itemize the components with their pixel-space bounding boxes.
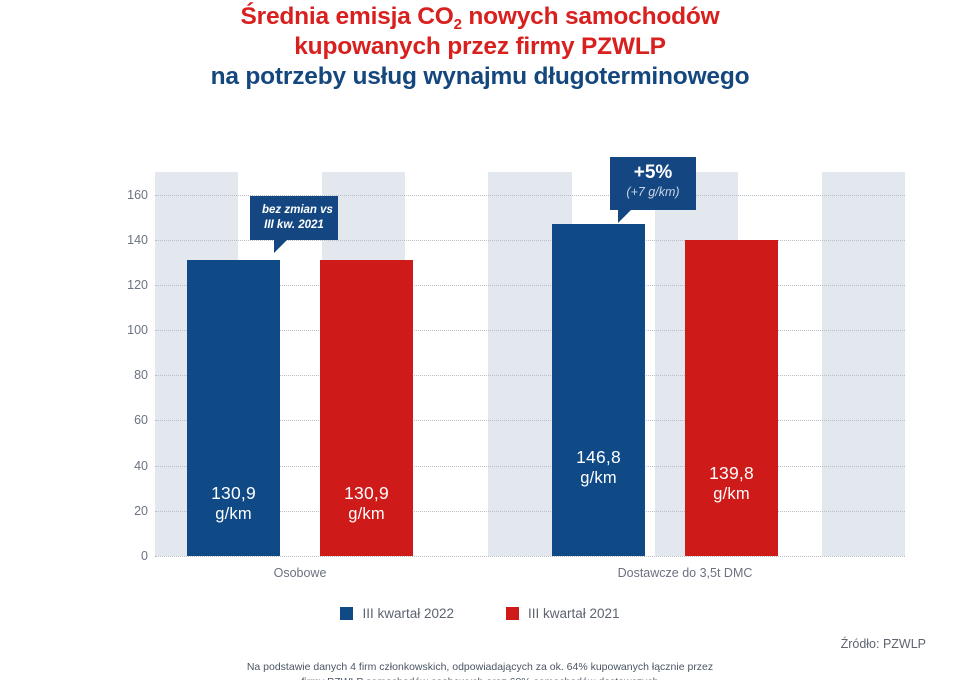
title-line-2: kupowanych przez firmy PZWLP — [294, 32, 666, 60]
annotation-callout-no-change: bez zmian vs III kw. 2021 — [250, 196, 338, 254]
bar-value-number: 139,8 — [709, 463, 754, 484]
bar-value-label: 130,9 g/km — [187, 484, 280, 523]
page-title: Średnia emisja CO2 nowych samochodów kup… — [0, 2, 960, 92]
bar-dostawcze-do-3-5t-dmc-q3-2021[interactable]: 139,8 g/km — [685, 240, 778, 556]
y-axis-tick-label: 20 — [134, 503, 148, 518]
bar-osobowe-q3-2022[interactable]: 130,9 g/km — [187, 260, 280, 556]
bar-osobowe-q3-2021[interactable]: 130,9 g/km — [320, 260, 413, 556]
bar-dostawcze-do-3-5t-dmc-q3-2022[interactable]: 146,8 g/km — [552, 224, 645, 556]
title-line-1-pre: Średnia emisja CO — [240, 3, 454, 30]
y-axis-tick-label: 0 — [141, 549, 148, 563]
bar-value-number: 130,9 — [344, 483, 389, 504]
gridline — [155, 556, 905, 557]
callout-2-tail — [618, 209, 631, 223]
bar-value-unit: g/km — [348, 504, 385, 523]
bar-value-unit: g/km — [713, 484, 750, 503]
bar-value-unit: g/km — [580, 469, 617, 487]
annotation-callout-increase: +5% (+7 g/km) — [610, 157, 696, 223]
source-label: Źródło: PZWLP — [840, 637, 926, 651]
gridline — [155, 284, 905, 286]
bar-value-number: 130,9 — [211, 483, 256, 504]
category-label-dostawcze: Dostawcze do 3,5t DMC — [617, 566, 753, 580]
y-axis: 0 20 40 60 80 100 120 140 160 — [100, 172, 148, 563]
legend-item-q3-2021[interactable]: III kwartał 2021 — [506, 606, 620, 621]
bar-value-number: 146,8 — [576, 447, 621, 468]
gridline — [155, 239, 905, 241]
callout-2-delta: (+7 g/km) — [626, 184, 680, 199]
footnote-line-2: firmy PZWLP samochodów osobowych oraz 68… — [0, 675, 960, 680]
y-axis-tick-label: 160 — [127, 187, 148, 202]
title-co2-subscript: 2 — [453, 16, 462, 33]
callout-1-tail — [274, 240, 287, 254]
bar-value-label: 130,9 g/km — [320, 484, 413, 523]
plot-area: 130,9 g/km 130,9 g/km 146,8 g/km 139,8 g/km — [155, 172, 905, 557]
footnote-line-1: Na podstawie danych 4 firm członkowskich… — [246, 661, 714, 673]
callout-2-percent: +5% — [633, 162, 673, 183]
title-line-1-post: nowych samochodów — [461, 3, 720, 30]
y-axis-tick-label: 140 — [127, 232, 148, 247]
y-axis-tick-label: 60 — [134, 413, 148, 428]
title-line-1: Średnia emisja CO2 nowych samochodów — [0, 2, 960, 33]
gridline — [155, 330, 905, 332]
callout-1-line-1: bez zmian vs — [262, 204, 333, 216]
gridline — [155, 465, 905, 467]
chart-legend: III kwartał 2022 III kwartał 2021 — [0, 606, 960, 621]
bar-value-unit: g/km — [215, 504, 252, 523]
gridline — [155, 420, 905, 422]
gridline — [155, 375, 905, 377]
bar-value-label: 146,8 g/km — [552, 448, 645, 487]
legend-swatch — [340, 607, 354, 620]
legend-label: III kwartał 2022 — [362, 606, 454, 621]
gridline — [155, 510, 905, 512]
y-axis-tick-label: 120 — [127, 277, 148, 292]
y-axis-tick-label: 40 — [134, 458, 148, 473]
callout-1-line-2: III kw. 2021 — [264, 218, 324, 231]
legend-label: III kwartał 2021 — [528, 606, 620, 621]
background-band — [821, 172, 905, 556]
y-axis-tick-label: 80 — [134, 368, 148, 383]
footnote: Na podstawie danych 4 firm członkowskich… — [0, 660, 960, 680]
y-axis-tick-label: 100 — [127, 323, 148, 338]
legend-swatch — [506, 607, 519, 620]
legend-item-q3-2022[interactable]: III kwartał 2022 — [340, 606, 454, 621]
category-label-osobowe: Osobowe — [273, 566, 327, 580]
title-line-3: na potrzeby usług wynajmu długoterminowe… — [210, 62, 750, 90]
bar-value-label: 139,8 g/km — [685, 463, 778, 503]
gridline — [155, 194, 905, 196]
